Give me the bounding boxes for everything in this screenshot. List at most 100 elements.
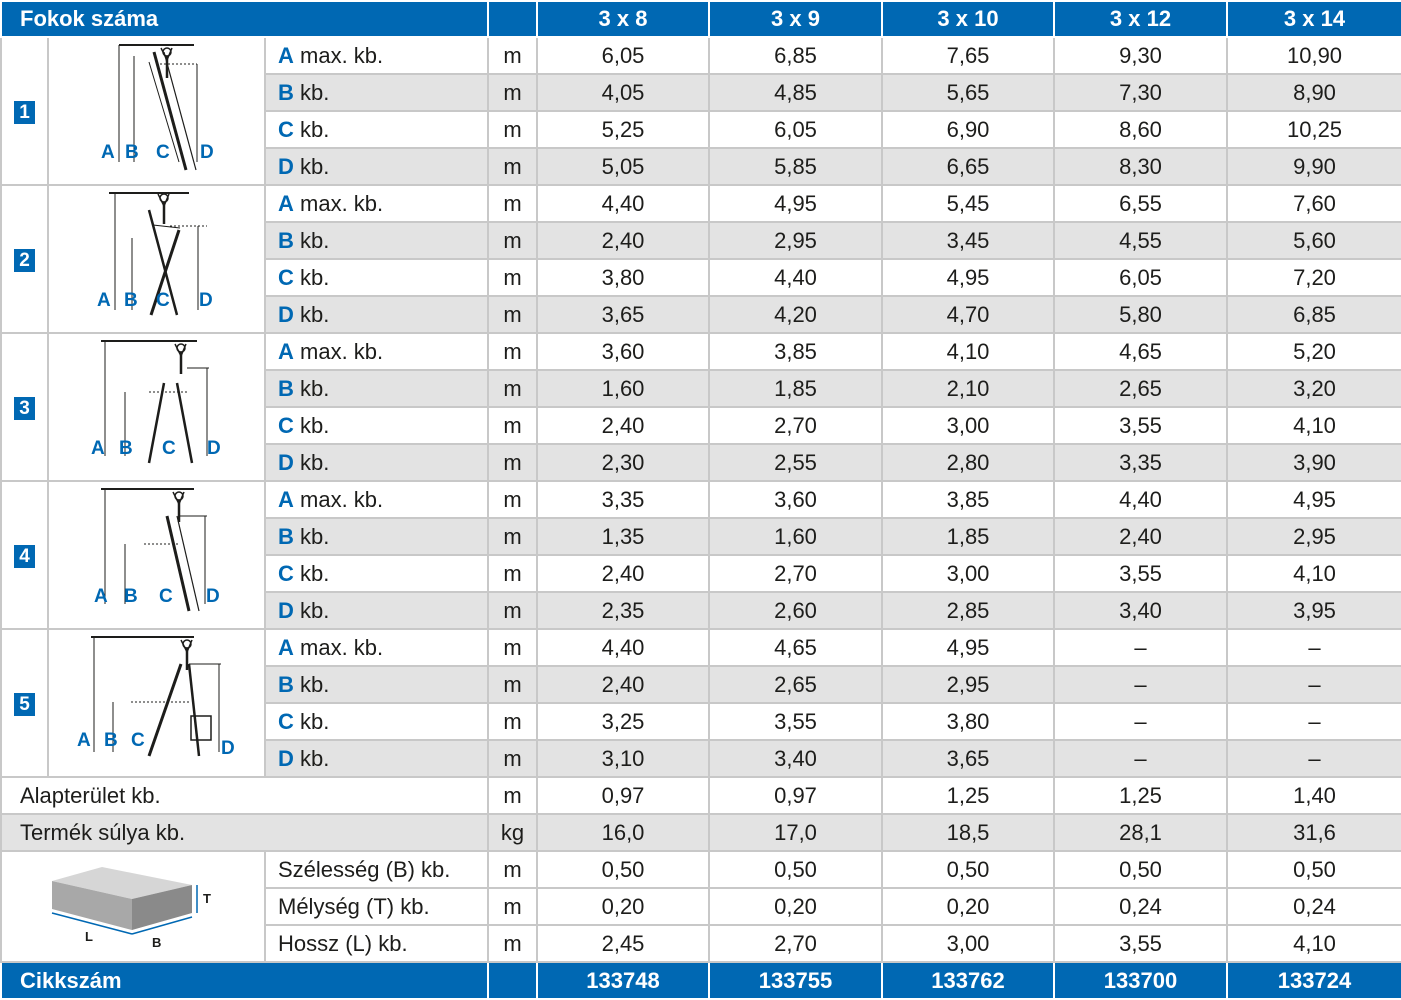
value-cell: 4,70 xyxy=(881,295,1056,334)
value-cell: 3,45 xyxy=(881,221,1056,260)
value-cell: 3,60 xyxy=(708,480,884,519)
article-number: 133762 xyxy=(881,961,1056,1000)
unit-cell: m xyxy=(487,776,539,815)
ladder-dim-label: D xyxy=(207,438,221,459)
value-cell: 3,65 xyxy=(536,295,711,334)
article-number: 133724 xyxy=(1226,961,1401,1000)
dimension-suffix: kb. xyxy=(300,412,330,438)
value-cell: 1,40 xyxy=(1226,776,1401,815)
package-dimension-label: Hossz (L) kb. xyxy=(263,924,490,963)
unit-cell: m xyxy=(487,591,539,630)
value-cell: 4,10 xyxy=(1226,406,1401,445)
value-cell: 5,20 xyxy=(1226,332,1401,371)
value-cell: 2,40 xyxy=(536,221,711,260)
value-cell: 4,20 xyxy=(708,295,884,334)
value-cell: – xyxy=(1053,665,1229,704)
position-number-cell: 5 xyxy=(0,628,49,778)
dimension-letter: D xyxy=(278,597,294,623)
dimension-letter: C xyxy=(278,264,294,290)
dimension-label: C kb. xyxy=(263,258,490,297)
table-row: B kb. m 2,40 2,65 2,95– – xyxy=(1,665,1401,704)
value-cell: 0,50 xyxy=(536,850,711,889)
package-row: Mélység (T) kb. m 0,20 0,20 0,20 0,24 0,24 xyxy=(1,887,1401,926)
value-cell: 3,55 xyxy=(708,702,884,741)
unit-cell: m xyxy=(487,36,539,75)
value-cell: 2,80 xyxy=(881,443,1056,482)
dimension-label: C kb. xyxy=(263,554,490,593)
position-number-cell: 2 xyxy=(0,184,49,334)
value-cell: 0,20 xyxy=(881,887,1056,926)
value-cell: 2,95 xyxy=(708,221,884,260)
dimension-label: B kb. xyxy=(263,665,490,704)
unit-cell: m xyxy=(487,850,539,889)
unit-cell: m xyxy=(487,702,539,741)
value-cell: 4,40 xyxy=(536,184,711,223)
table-row: B kb. m 1,60 1,85 2,10 2,65 3,20 xyxy=(1,369,1401,408)
value-cell: 6,90 xyxy=(881,110,1056,149)
value-cell: 0,50 xyxy=(1226,850,1401,889)
weight-label: Termék súlya kb. xyxy=(0,813,490,852)
table-row: D kb. m 2,35 2,60 2,85 3,40 3,95 xyxy=(1,591,1401,630)
dimension-letter: B xyxy=(278,523,294,549)
ladder-dim-label: B xyxy=(119,438,133,459)
table-row: C kb. m 2,40 2,70 3,00 3,55 4,10 xyxy=(1,554,1401,593)
value-cell: – xyxy=(1226,739,1401,778)
dimension-suffix: max. kb. xyxy=(300,42,384,68)
value-cell: 4,95 xyxy=(708,184,884,223)
dimension-suffix: max. kb. xyxy=(300,634,384,660)
ladder-dim-label: B xyxy=(124,586,138,607)
dimension-suffix: kb. xyxy=(300,523,330,549)
value-cell: 4,40 xyxy=(1053,480,1229,519)
value-cell: 0,24 xyxy=(1226,887,1401,926)
value-cell: 3,65 xyxy=(881,739,1056,778)
position-number-cell: 4 xyxy=(0,480,49,630)
dimension-label: B kb. xyxy=(263,221,490,260)
position-number-badge: 5 xyxy=(14,693,35,716)
box-label-l: L xyxy=(85,929,93,944)
ladder-dim-label: A xyxy=(101,142,115,163)
unit-cell: m xyxy=(487,554,539,593)
value-cell: 7,30 xyxy=(1053,73,1229,112)
ladder-dim-label: A xyxy=(94,586,108,607)
value-cell: 4,05 xyxy=(536,73,711,112)
value-cell: 3,55 xyxy=(1053,924,1229,963)
value-cell: 1,85 xyxy=(881,517,1056,556)
header-row: Fokok száma 3 x 8 3 x 9 3 x 10 3 x 12 3 … xyxy=(0,0,1401,38)
table-row: D kb. m 3,65 4,20 4,70 5,80 6,85 xyxy=(1,295,1401,334)
dimension-label: B kb. xyxy=(263,73,490,112)
table-row: B kb. m 2,40 2,95 3,45 4,55 5,60 xyxy=(1,221,1401,260)
value-cell: 8,60 xyxy=(1053,110,1229,149)
ladder-dim-label: C xyxy=(156,142,170,163)
box-label-b: B xyxy=(152,935,161,950)
dimension-suffix: kb. xyxy=(300,449,330,475)
dimension-letter: B xyxy=(278,79,294,105)
dimension-label: D kb. xyxy=(263,147,490,186)
value-cell: 8,30 xyxy=(1053,147,1229,186)
dimension-letter: B xyxy=(278,375,294,401)
table-row: C kb. m 2,40 2,70 3,00 3,55 4,10 xyxy=(1,406,1401,445)
value-cell: 6,85 xyxy=(708,36,884,75)
value-cell: 2,70 xyxy=(708,406,884,445)
dimension-label: C kb. xyxy=(263,110,490,149)
value-cell: 6,05 xyxy=(708,110,884,149)
value-cell: 3,60 xyxy=(536,332,711,371)
value-cell: 6,85 xyxy=(1226,295,1401,334)
value-cell: 6,05 xyxy=(536,36,711,75)
value-cell: 3,90 xyxy=(1226,443,1401,482)
value-cell: 10,90 xyxy=(1226,36,1401,75)
unit-cell: m xyxy=(487,665,539,704)
value-cell: 2,40 xyxy=(536,406,711,445)
unit-cell: m xyxy=(487,73,539,112)
box-label-t: T xyxy=(203,891,211,906)
weight-row: Termék súlya kb. kg 16,0 17,0 18,5 28,1 31,6 xyxy=(0,813,1401,852)
value-cell: 9,90 xyxy=(1226,147,1401,186)
unit-cell: m xyxy=(487,369,539,408)
value-cell: 1,85 xyxy=(708,369,884,408)
value-cell: 5,60 xyxy=(1226,221,1401,260)
value-cell: 4,55 xyxy=(1053,221,1229,260)
